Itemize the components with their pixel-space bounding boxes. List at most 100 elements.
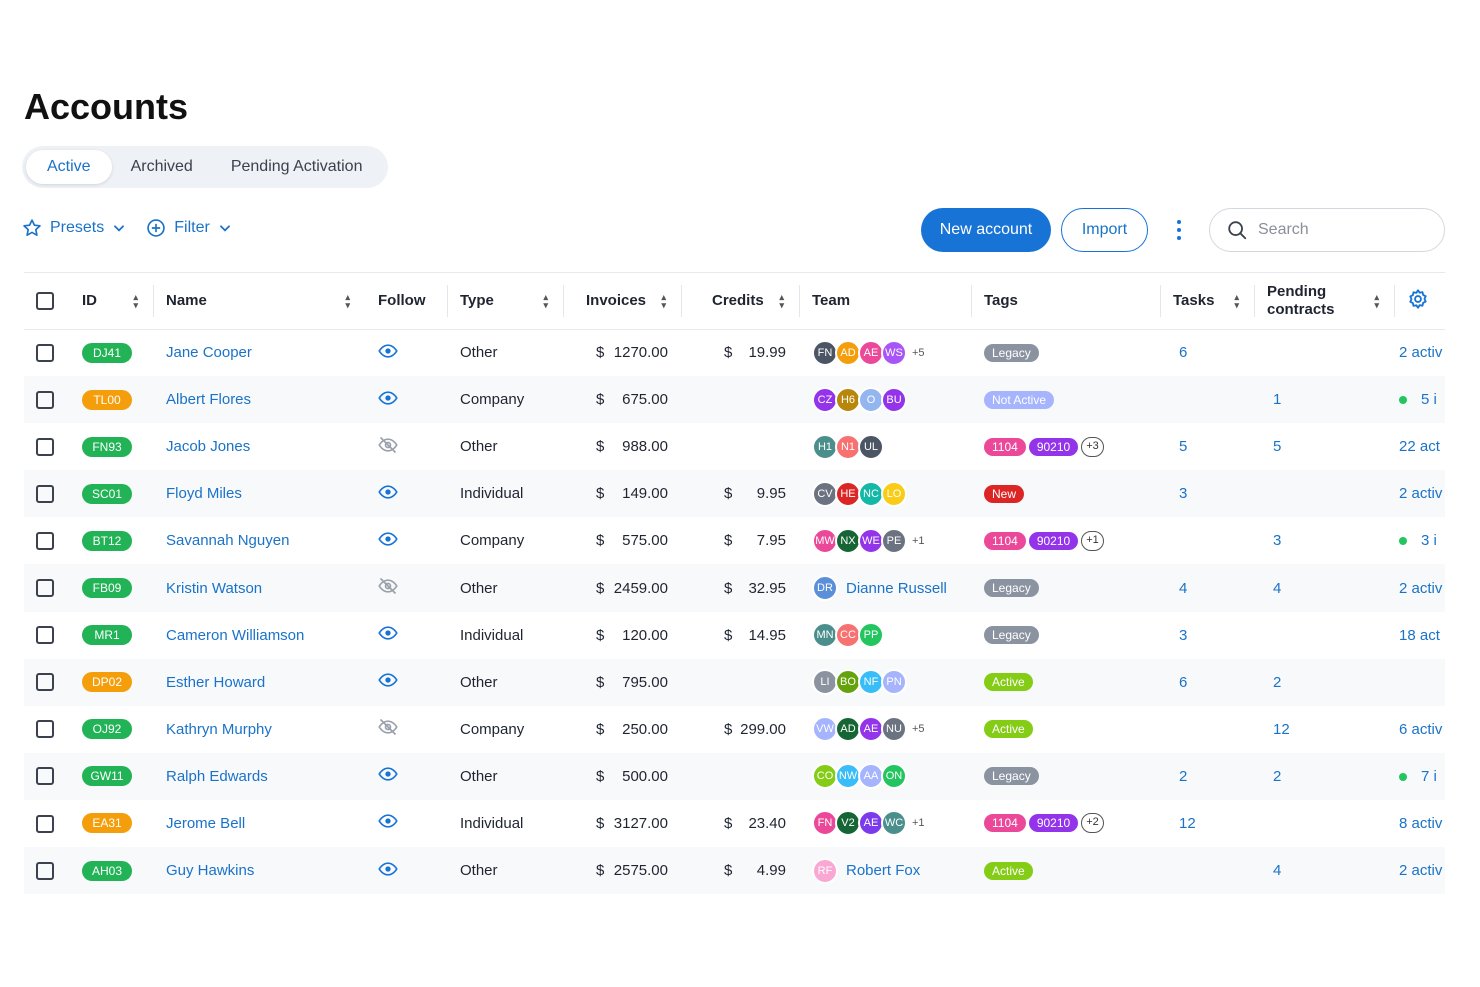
column-header-name[interactable]: Name ▴ ▾	[154, 273, 366, 330]
account-name-link[interactable]: Albert Flores	[166, 391, 252, 409]
account-name-link[interactable]: Jacob Jones	[166, 438, 251, 456]
pending-contracts-link[interactable]: 12	[1273, 720, 1290, 738]
account-name-link[interactable]: Guy Hawkins	[166, 862, 255, 880]
active-contracts-link[interactable]: 2 activ	[1399, 579, 1443, 597]
team-member-name[interactable]: Dianne Russell	[846, 579, 947, 597]
active-contracts-link[interactable]: 2 activ	[1399, 862, 1443, 880]
pending-contracts-link[interactable]: 2	[1273, 767, 1282, 785]
active-contracts-link[interactable]: 22 act	[1399, 438, 1440, 456]
avatar[interactable]: DR	[812, 575, 838, 602]
avatar[interactable]: AE	[858, 716, 884, 743]
tasks-count-link[interactable]: 3	[1179, 485, 1188, 503]
avatar[interactable]: PE	[881, 527, 907, 554]
eye-icon[interactable]	[378, 344, 398, 365]
account-name-link[interactable]: Floyd Miles	[166, 485, 242, 503]
pending-contracts-link[interactable]: 4	[1273, 862, 1282, 880]
avatar[interactable]: ON	[881, 763, 907, 790]
pending-contracts-link[interactable]: 2	[1273, 673, 1282, 691]
account-name-link[interactable]: Cameron Williamson	[166, 626, 305, 644]
filter-button[interactable]: Filter	[146, 218, 232, 238]
column-settings[interactable]	[1395, 273, 1445, 330]
tasks-count-link[interactable]: 2	[1179, 767, 1188, 785]
avatar[interactable]: N1	[835, 433, 861, 460]
avatar[interactable]: RF	[812, 857, 838, 884]
account-name-link[interactable]: Jane Cooper	[166, 344, 252, 362]
team-avatars[interactable]: VW AD AE NU +5	[812, 716, 960, 743]
eye-icon[interactable]	[378, 673, 398, 694]
avatar[interactable]: AD	[835, 716, 861, 743]
eye-icon[interactable]	[378, 390, 398, 412]
column-header-tasks[interactable]: Tasks ▴ ▾	[1161, 273, 1255, 330]
team-avatars[interactable]: LI BO NF PN	[812, 669, 960, 696]
column-header-id[interactable]: ID ▴ ▾	[70, 273, 154, 330]
row-checkbox[interactable]	[36, 484, 54, 503]
tab-active[interactable]: Active	[26, 150, 112, 184]
eye-off-icon[interactable]	[378, 719, 398, 741]
eye-icon[interactable]	[378, 861, 398, 883]
table-row[interactable]: BT12 Savannah Nguyen Company $575.00 $7.…	[24, 517, 1445, 564]
team-avatars[interactable]: MN CC PP	[812, 622, 960, 649]
avatar[interactable]: V2	[835, 810, 861, 837]
eye-icon[interactable]	[378, 532, 398, 553]
table-row[interactable]: MR1 Cameron Williamson Individual $120.0…	[24, 612, 1445, 659]
avatar[interactable]: PP	[858, 622, 884, 649]
column-header-credits[interactable]: Credits ▴ ▾	[682, 273, 800, 330]
tasks-count-link[interactable]: 6	[1179, 673, 1188, 691]
row-checkbox[interactable]	[36, 767, 54, 786]
eye-off-icon[interactable]	[378, 577, 398, 600]
table-row[interactable]: SC01 Floyd Miles Individual $149.00 $9.9…	[24, 470, 1445, 518]
avatar[interactable]: NW	[835, 763, 861, 790]
pending-contracts-link[interactable]: 4	[1273, 579, 1282, 597]
eye-icon[interactable]	[378, 767, 398, 788]
table-row[interactable]: DP02 Esther Howard Other $795.00 LI BO NF P…	[24, 658, 1445, 706]
row-checkbox[interactable]	[36, 673, 54, 692]
avatar[interactable]: PN	[881, 669, 907, 696]
tab-archived[interactable]: Archived	[130, 158, 193, 175]
sort-icon[interactable]: ▴ ▾	[543, 291, 548, 310]
active-contracts-link[interactable]: 7 i	[1421, 767, 1437, 785]
active-contracts-link[interactable]: 5 i	[1421, 391, 1437, 409]
gear-icon[interactable]	[1407, 288, 1429, 310]
tab-pending-activation[interactable]: Pending Activation	[230, 158, 363, 175]
sort-icon[interactable]: ▴ ▾	[345, 291, 350, 310]
tasks-count-link[interactable]: 12	[1179, 814, 1196, 832]
more-options-icon[interactable]	[1168, 214, 1190, 246]
team-avatars[interactable]: FN AD AE WS +5	[812, 339, 960, 366]
account-name-link[interactable]: Ralph Edwards	[166, 767, 268, 785]
table-row[interactable]: AH03 Guy Hawkins Other $2575.00 $4.99 RF…	[24, 847, 1445, 895]
row-checkbox[interactable]	[36, 531, 54, 550]
table-row[interactable]: DJ41 Jane Cooper Other $1270.00 $19.99 F…	[24, 329, 1445, 376]
column-header-pending-contracts[interactable]: Pending contracts ▴ ▾	[1255, 273, 1395, 330]
pending-contracts-link[interactable]: 5	[1273, 438, 1282, 456]
tag-more-count[interactable]: +2	[1081, 813, 1104, 834]
avatar[interactable]: LI	[812, 669, 838, 696]
table-row[interactable]: TL00 Albert Flores Company $675.00 CZ H6 O…	[24, 376, 1445, 424]
row-checkbox[interactable]	[36, 861, 54, 880]
account-name-link[interactable]: Savannah Nguyen	[166, 532, 290, 550]
tasks-count-link[interactable]: 3	[1179, 626, 1188, 644]
tasks-count-link[interactable]: 5	[1179, 438, 1188, 456]
team-more-count[interactable]: +5	[912, 723, 925, 736]
avatar[interactable]: O	[858, 386, 884, 413]
team-avatars[interactable]: CZ H6 O BU	[812, 386, 960, 413]
team-member-name[interactable]: Robert Fox	[846, 862, 921, 880]
active-contracts-link[interactable]: 8 activ	[1399, 814, 1443, 832]
sort-icon[interactable]: ▴ ▾	[1374, 291, 1379, 310]
avatar[interactable]: AD	[835, 339, 861, 366]
avatar[interactable]: WS	[881, 339, 907, 366]
team-avatars[interactable]: MW NX WE PE +1	[812, 527, 960, 554]
active-contracts-link[interactable]: 6 activ	[1399, 720, 1443, 738]
team-avatars[interactable]: FN V2 AE WC +1	[812, 810, 960, 837]
avatar[interactable]: CO	[812, 763, 838, 790]
active-contracts-link[interactable]: 18 act	[1399, 626, 1440, 644]
table-row[interactable]: OJ92 Kathryn Murphy Company $250.00 $299…	[24, 706, 1445, 753]
eye-icon[interactable]	[378, 485, 398, 506]
tasks-count-link[interactable]: 6	[1179, 344, 1188, 362]
team-more-count[interactable]: +1	[912, 817, 925, 830]
avatar[interactable]: AE	[858, 810, 884, 837]
row-checkbox[interactable]	[36, 626, 54, 645]
row-checkbox[interactable]	[36, 579, 54, 598]
tag-more-count[interactable]: +3	[1081, 436, 1104, 457]
sort-icon[interactable]: ▴ ▾	[779, 291, 784, 310]
team-avatars[interactable]: CV HE NC LO	[812, 480, 960, 507]
